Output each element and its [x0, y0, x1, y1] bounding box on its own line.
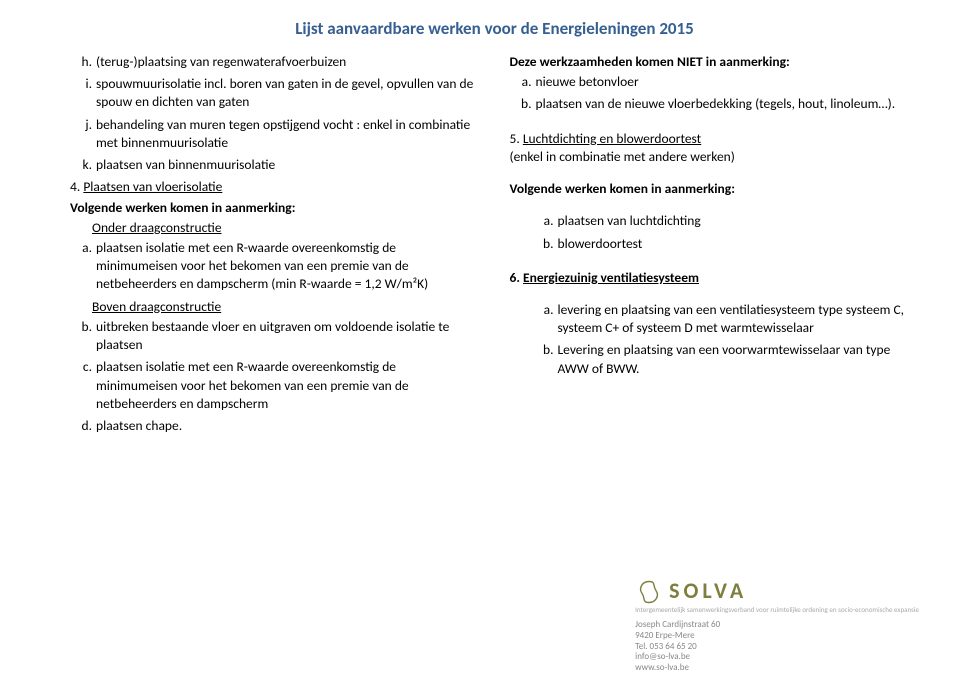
logo-icon — [635, 578, 663, 606]
footer-addr2: 9420 Erpe-Mere — [635, 631, 919, 642]
subheading-volgende: Volgende werken komen in aanmerking: — [70, 199, 480, 217]
footer: SOLVA Intergemeentelijk samenwerkingsver… — [635, 578, 919, 674]
subheading-volgende-right: Volgende werken komen in aanmerking: — [510, 180, 920, 198]
list-item: b. blowerdoortest — [510, 235, 920, 255]
logo: SOLVA — [635, 578, 919, 606]
right-column: Deze werkzaamheden komen NIET in aanmerk… — [510, 53, 920, 439]
subheading-niet: Deze werkzaamheden komen NIET in aanmerk… — [510, 53, 920, 71]
logo-text: SOLVA — [669, 578, 747, 604]
list-item: a. plaatsen van luchtdichting — [510, 212, 920, 232]
logo-subtitle: Intergemeentelijk samenwerkingsverband v… — [635, 606, 919, 614]
list-item: h. (terug-)plaatsing van regenwaterafvoe… — [70, 53, 480, 73]
list-item: a. plaatsen isolatie met een R-waarde ov… — [70, 239, 480, 296]
list-item: k. plaatsen van binnenmuurisolatie — [70, 156, 480, 176]
list-item: c. plaatsen isolatie met een R-waarde ov… — [70, 358, 480, 415]
subheading-boven: Boven draagconstructie — [70, 298, 480, 316]
section-5-heading: 5. Luchtdichting en blowerdoortest (enke… — [510, 130, 920, 166]
list-item: a. nieuwe betonvloer — [510, 73, 920, 93]
section-4-heading: 4. Plaatsen van vloerisolatie — [70, 178, 480, 196]
list-item: b. plaatsen van de nieuwe vloerbedekking… — [510, 95, 920, 115]
subheading-onder: Onder draagconstructie — [70, 219, 480, 237]
list-item: a. levering en plaatsing van een ventila… — [510, 301, 920, 339]
list-item: b. uitbreken bestaande vloer en uitgrave… — [70, 318, 480, 356]
content-columns: h. (terug-)plaatsing van regenwaterafvoe… — [70, 53, 919, 439]
section-6-heading: 6. Energiezuinig ventilatiesysteem — [510, 269, 920, 287]
list-item: b. Levering en plaatsing van een voorwar… — [510, 341, 920, 379]
left-column: h. (terug-)plaatsing van regenwaterafvoe… — [70, 53, 480, 439]
list-item: j. behandeling van muren tegen opstijgen… — [70, 116, 480, 154]
list-item: d. plaatsen chape. — [70, 417, 480, 437]
list-item: i. spouwmuurisolatie incl. boren van gat… — [70, 75, 480, 113]
page-title: Lijst aanvaardbare werken voor de Energi… — [70, 18, 919, 39]
footer-web: www.so-lva.be — [635, 663, 919, 674]
